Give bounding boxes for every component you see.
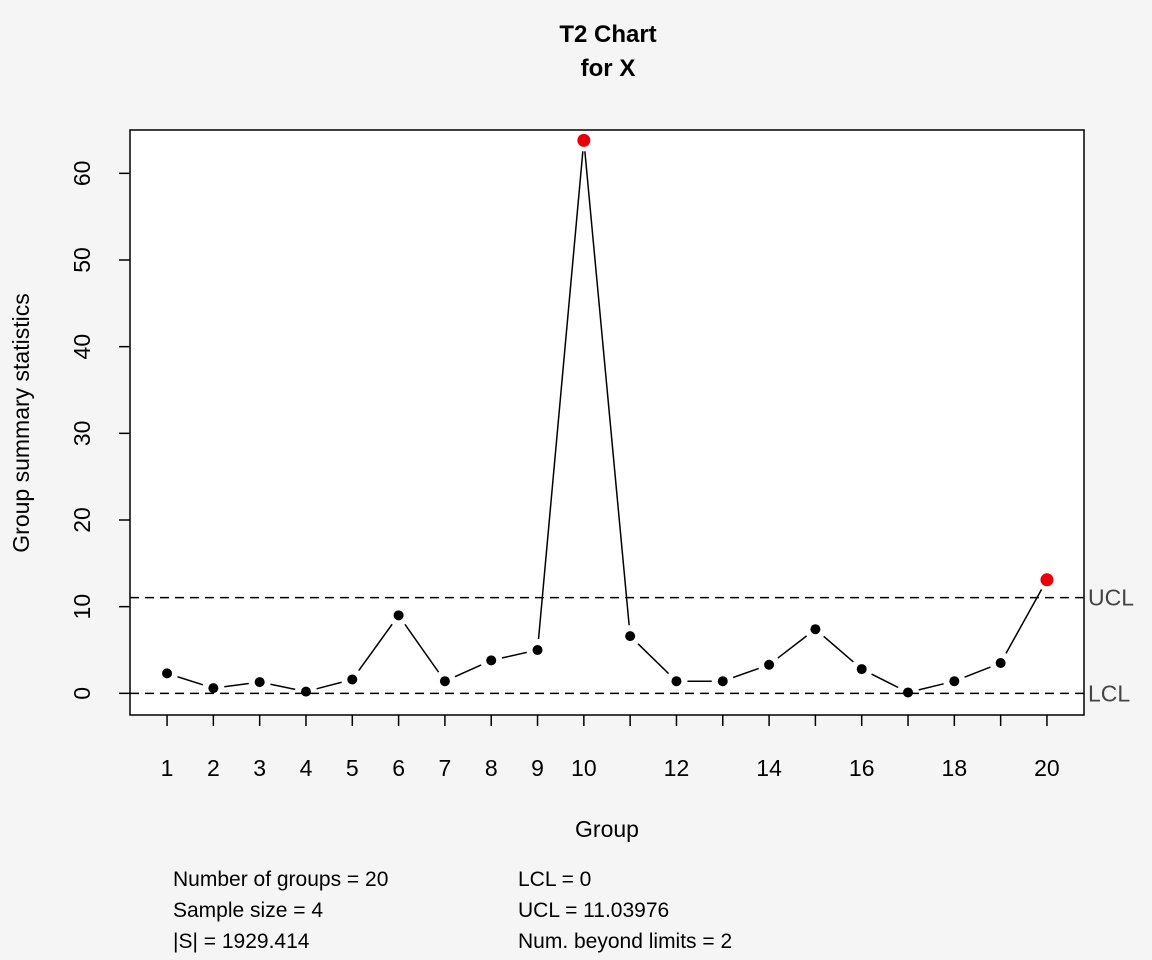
data-point bbox=[486, 655, 497, 666]
stats-summary-left: Number of groups = 20 Sample size = 4 |S… bbox=[173, 864, 388, 957]
data-point bbox=[995, 658, 1006, 668]
y-tick-label: 40 bbox=[69, 334, 95, 360]
series-segment bbox=[270, 683, 296, 691]
data-point bbox=[300, 686, 311, 697]
limit-label-ucl: UCL bbox=[1088, 585, 1134, 611]
x-tick-label: 18 bbox=[942, 755, 968, 781]
plot-area bbox=[129, 129, 1085, 716]
x-tick-label: 9 bbox=[531, 755, 544, 781]
series-segment bbox=[358, 623, 393, 671]
data-point bbox=[393, 610, 404, 621]
x-tick-label: 8 bbox=[485, 755, 498, 781]
x-tick-label: 7 bbox=[439, 755, 452, 781]
control-limits: UCL LCL bbox=[130, 585, 1134, 706]
data-point bbox=[717, 676, 728, 687]
data-point-beyond-limits bbox=[1040, 573, 1054, 587]
y-axis-label: Group summary statistics bbox=[8, 293, 34, 552]
stat-beyond-limits: Num. beyond limits = 2 bbox=[518, 930, 733, 953]
series-segment bbox=[637, 643, 670, 675]
series-segment bbox=[732, 667, 759, 679]
data-point bbox=[347, 674, 358, 685]
series-segment bbox=[454, 664, 482, 678]
data-point bbox=[439, 676, 450, 687]
stats-summary-right: LCL = 0 UCL = 11.03976 Num. beyond limit… bbox=[518, 864, 732, 957]
data-point bbox=[949, 676, 960, 687]
series-line bbox=[177, 151, 1043, 691]
series-segment bbox=[177, 676, 204, 686]
chart-subtitle: for X bbox=[581, 55, 636, 82]
x-axis-label: Group bbox=[575, 816, 639, 842]
x-tick-label: 14 bbox=[756, 755, 782, 781]
y-tick-label: 50 bbox=[69, 247, 95, 273]
limit-label-lcl: LCL bbox=[1088, 680, 1130, 706]
stat-lcl: LCL = 0 bbox=[518, 868, 592, 891]
data-points bbox=[162, 133, 1054, 698]
data-point bbox=[764, 659, 775, 670]
series-segment bbox=[501, 651, 527, 659]
series-segment bbox=[224, 682, 249, 688]
x-tick-label: 4 bbox=[300, 755, 313, 781]
series-segment bbox=[823, 635, 854, 663]
series-segment bbox=[871, 673, 899, 689]
series-segment bbox=[404, 623, 440, 673]
y-tick-label: 20 bbox=[69, 507, 95, 533]
stat-determinant: |S| = 1929.414 bbox=[173, 930, 310, 953]
chart-title: T2 Chart bbox=[559, 21, 656, 48]
data-point bbox=[671, 676, 682, 687]
x-tick-label: 10 bbox=[571, 755, 597, 781]
series-segment bbox=[1005, 589, 1043, 654]
x-tick-label: 5 bbox=[346, 755, 359, 781]
y-tick-label: 10 bbox=[69, 594, 95, 620]
data-point bbox=[856, 664, 867, 675]
y-axis: 0 10 20 30 40 50 60 bbox=[69, 161, 130, 700]
stat-ucl: UCL = 11.03976 bbox=[518, 899, 670, 922]
x-tick-label: 2 bbox=[207, 755, 220, 781]
data-point bbox=[532, 645, 543, 655]
stat-number-of-groups: Number of groups = 20 bbox=[173, 868, 389, 891]
series-segment bbox=[918, 683, 944, 691]
data-point bbox=[810, 624, 821, 635]
y-tick-label: 30 bbox=[69, 421, 95, 447]
x-tick-label: 16 bbox=[849, 755, 875, 781]
series-segment bbox=[537, 151, 584, 640]
data-point bbox=[254, 677, 265, 688]
data-point bbox=[903, 687, 914, 698]
x-tick-label: 6 bbox=[392, 755, 405, 781]
series-segment bbox=[584, 151, 630, 626]
series-segment bbox=[316, 681, 342, 690]
series-segment bbox=[777, 635, 808, 659]
y-tick-label: 0 bbox=[69, 687, 95, 700]
x-tick-label: 20 bbox=[1034, 755, 1060, 781]
data-point bbox=[208, 683, 219, 694]
x-axis: 1 2 3 4 5 6 7 8 9 10 12 14 16 18 20 bbox=[161, 715, 1060, 781]
x-tick-label: 1 bbox=[161, 755, 174, 781]
x-tick-label: 3 bbox=[253, 755, 266, 781]
data-point-beyond-limits bbox=[577, 133, 591, 147]
y-tick-label: 60 bbox=[69, 161, 95, 187]
x-tick-label: 12 bbox=[664, 755, 690, 781]
series-segment bbox=[964, 666, 991, 678]
data-point bbox=[625, 631, 636, 642]
stat-sample-size: Sample size = 4 bbox=[173, 899, 323, 922]
data-point bbox=[162, 668, 173, 679]
